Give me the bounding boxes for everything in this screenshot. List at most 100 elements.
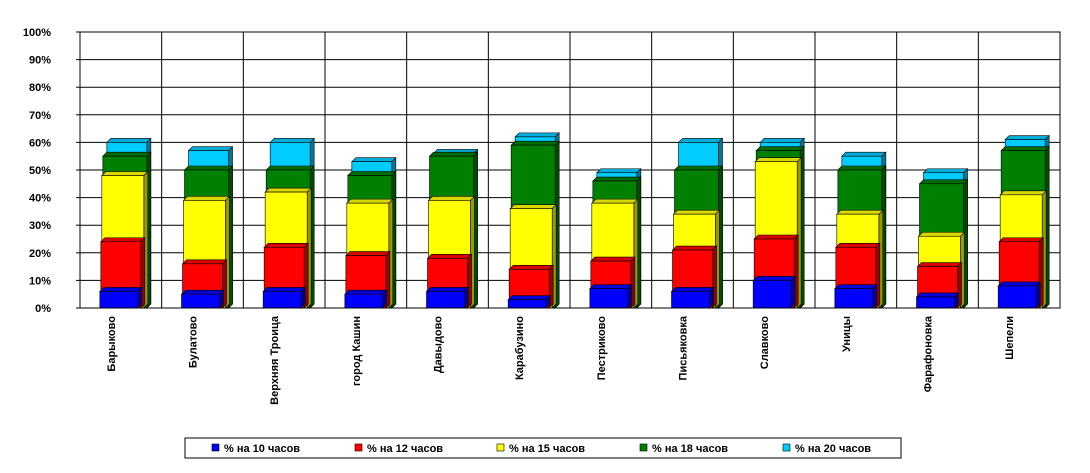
bar-top: [183, 165, 234, 171]
bar-top: [592, 176, 642, 182]
grid-layer: [79, 31, 1061, 309]
legend-item: % на 18 часов: [639, 443, 728, 455]
bar-top: [673, 165, 724, 171]
bar-top: [671, 245, 718, 251]
bar-front: [262, 291, 302, 309]
bar-top: [916, 262, 963, 267]
bar-top: [509, 204, 557, 209]
bar-1: [752, 275, 796, 309]
bar-top: [753, 234, 799, 240]
bar-top: [918, 179, 969, 185]
bar-top: [344, 289, 388, 295]
bar-top: [999, 190, 1047, 196]
legend-item: % на 12 часов: [354, 443, 443, 455]
bar-top: [1004, 135, 1050, 140]
y-tick-label: 100%: [23, 27, 51, 39]
bar-top: [181, 259, 228, 265]
bar-top: [589, 284, 633, 289]
y-tick-label: 70%: [29, 110, 51, 122]
bar-top: [841, 151, 887, 157]
bar-top: [102, 151, 152, 157]
bar-front: [589, 288, 629, 309]
bar-top: [672, 209, 721, 215]
legend-swatch: [782, 443, 791, 452]
bar-top: [835, 242, 881, 248]
y-tick-label: 40%: [29, 193, 51, 205]
bar-top: [670, 287, 715, 292]
bar-top: [507, 295, 551, 301]
bar-top: [106, 138, 152, 143]
category-label: Давыдово: [433, 316, 445, 373]
bar-1: [99, 286, 143, 309]
bar-top: [263, 242, 309, 248]
bar-top: [834, 284, 878, 289]
bar-top: [759, 138, 805, 143]
legend-swatch: [496, 443, 505, 452]
bar-top: [837, 165, 887, 171]
bar-1: [507, 294, 551, 309]
category-label: Фарафоновка: [923, 315, 935, 392]
bar-1: [589, 283, 633, 309]
bar-top: [590, 256, 636, 262]
category-label: Шепели: [1004, 316, 1016, 360]
bar-top: [998, 237, 1044, 243]
category-label: Карабузино: [514, 316, 526, 380]
axis-layer: 0% 10% 20% 30% 40% 50% 60% 70% 80% 90% 100% Барыков…: [23, 27, 1060, 405]
bar-top: [426, 254, 473, 259]
bar-front: [752, 280, 792, 309]
bar-front: [997, 285, 1037, 309]
bar-top: [510, 140, 560, 146]
bar-1: [180, 289, 225, 309]
legend: % на 10 часов % на 12 часов % на 15 часов%…: [184, 437, 902, 459]
bar-front: [99, 291, 139, 309]
y-tick-label: 10%: [29, 275, 51, 287]
bar-top: [428, 151, 479, 157]
bar-front: [671, 291, 710, 309]
legend-label: % на 12 часов: [367, 443, 443, 455]
bar-top: [591, 198, 639, 204]
category-label: Булатово: [188, 316, 200, 368]
bar-top: [752, 276, 796, 281]
bar-top: [345, 251, 391, 256]
y-tick-label: 90%: [29, 55, 51, 67]
bar-top: [427, 196, 476, 201]
y-tick-label: 20%: [29, 248, 51, 260]
category-label: Пестриково: [596, 316, 608, 381]
bar-top: [99, 287, 143, 292]
bar-top: [265, 165, 315, 171]
bar-top: [677, 138, 724, 143]
bar-front: [507, 299, 547, 309]
bar-side: [790, 275, 796, 309]
y-tick-label: 0%: [35, 303, 51, 315]
y-tick-label: 80%: [29, 82, 51, 94]
bar-top: [182, 196, 231, 201]
legend-item: % на 20 часов: [782, 443, 871, 455]
bar-top: [915, 292, 960, 298]
legend-label: % на 20 часов: [795, 443, 871, 455]
bar-front: [834, 288, 874, 309]
legend-label: % на 10 часов: [224, 443, 300, 455]
bar-top: [596, 168, 642, 174]
legend-swatch: [639, 443, 648, 452]
bar-top: [1000, 146, 1050, 151]
bar-top: [922, 168, 969, 174]
bar-front: [916, 296, 955, 309]
bar-top: [755, 146, 805, 151]
legend-item: % на 10 часов: [211, 443, 300, 455]
bar-top: [264, 187, 312, 193]
bar-front: [181, 293, 220, 309]
y-tick-label: 50%: [29, 165, 51, 177]
bar-top: [262, 287, 306, 292]
y-tick-label: 60%: [29, 137, 51, 149]
bar-top: [346, 198, 394, 204]
bar-front: [344, 293, 384, 309]
legend-box: [184, 437, 902, 459]
legend-item: % на 15 часов: [496, 443, 585, 455]
bar-front: [426, 291, 465, 309]
bar-top: [836, 209, 884, 215]
y-tick-label: 30%: [29, 220, 51, 232]
bar-top: [180, 289, 225, 295]
legend-swatch: [211, 443, 220, 452]
bar-top: [351, 157, 397, 163]
